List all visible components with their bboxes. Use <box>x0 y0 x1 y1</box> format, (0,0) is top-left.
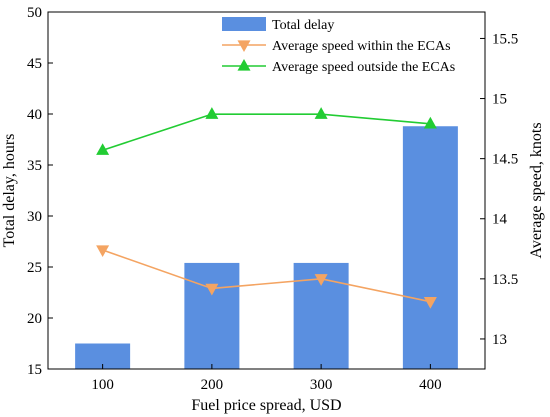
y-right-tick-label: 14.5 <box>492 152 518 168</box>
y-axis-right-title: Average speed, knots <box>528 122 545 258</box>
y-right-tick-label: 15 <box>492 92 507 108</box>
y-left-tick-label: 20 <box>27 311 42 327</box>
x-tick-label: 100 <box>91 377 114 393</box>
legend-marker <box>237 40 251 53</box>
legend-label: Average speed outside the ECAs <box>272 60 455 75</box>
bar <box>402 126 458 370</box>
y-left-tick-label: 15 <box>27 362 42 378</box>
data-point <box>96 143 110 155</box>
series-line <box>102 113 431 151</box>
axes-layer: 15 20 25 30 35 40 45 50 13 13.5 14 14.5 15 15.5 100 200… <box>27 5 518 393</box>
legend-label: Average speed within the ECAs <box>272 39 451 54</box>
y-left-tick-label: 50 <box>27 5 42 21</box>
bars-layer <box>75 126 458 370</box>
x-tick-label: 200 <box>201 377 224 393</box>
data-point <box>314 274 328 286</box>
data-point <box>96 245 110 258</box>
legend: Total delay Average speed within the ECAs… <box>222 17 455 75</box>
lines-layer <box>96 107 437 309</box>
legend-marker <box>237 58 251 71</box>
data-point <box>423 297 437 309</box>
legend-label: Total delay <box>272 18 334 33</box>
y-right-tick-label: 15.5 <box>492 31 518 47</box>
x-tick-label: 400 <box>419 377 442 393</box>
y-right-tick-label: 14 <box>492 212 508 228</box>
data-point <box>314 107 328 119</box>
legend-swatch <box>222 17 266 31</box>
y-left-tick-label: 25 <box>27 260 42 276</box>
data-point <box>205 283 219 296</box>
plot-frame <box>47 11 486 370</box>
y-left-tick-label: 30 <box>27 209 42 225</box>
y-left-tick-label: 35 <box>27 158 42 174</box>
data-point <box>423 116 437 129</box>
y-right-tick-label: 13.5 <box>492 272 518 288</box>
x-tick-label: 300 <box>310 377 333 393</box>
y-axis-left-title: Total delay, hours <box>1 134 18 248</box>
y-right-tick-label: 13 <box>492 332 507 348</box>
y-left-tick-label: 45 <box>27 56 42 72</box>
series-line <box>102 249 431 303</box>
bar <box>184 262 240 369</box>
x-axis-title: Fuel price spread, USD <box>191 397 341 414</box>
y-left-tick-label: 40 <box>27 107 42 123</box>
data-point <box>205 107 219 119</box>
